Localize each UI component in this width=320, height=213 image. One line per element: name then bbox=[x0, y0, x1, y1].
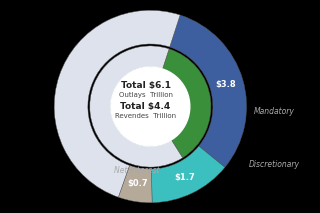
Circle shape bbox=[111, 67, 190, 146]
Text: Total $6.1: Total $6.1 bbox=[121, 81, 171, 90]
Wedge shape bbox=[54, 10, 180, 197]
Text: $3.8: $3.8 bbox=[215, 80, 236, 89]
Text: $0.7: $0.7 bbox=[127, 179, 148, 188]
Wedge shape bbox=[118, 166, 152, 203]
Wedge shape bbox=[151, 146, 225, 203]
Text: $1.7: $1.7 bbox=[174, 173, 195, 181]
Wedge shape bbox=[163, 49, 211, 158]
Text: Total $4.4: Total $4.4 bbox=[120, 102, 171, 111]
Wedge shape bbox=[90, 46, 183, 167]
Text: Mandatory: Mandatory bbox=[254, 107, 295, 116]
Text: Outlays  Trillion: Outlays Trillion bbox=[119, 92, 172, 98]
Text: Discretionary: Discretionary bbox=[249, 160, 300, 169]
Text: Revendes  Trillion: Revendes Trillion bbox=[115, 113, 176, 119]
Text: Net Interest: Net Interest bbox=[114, 166, 160, 175]
Wedge shape bbox=[170, 15, 247, 167]
